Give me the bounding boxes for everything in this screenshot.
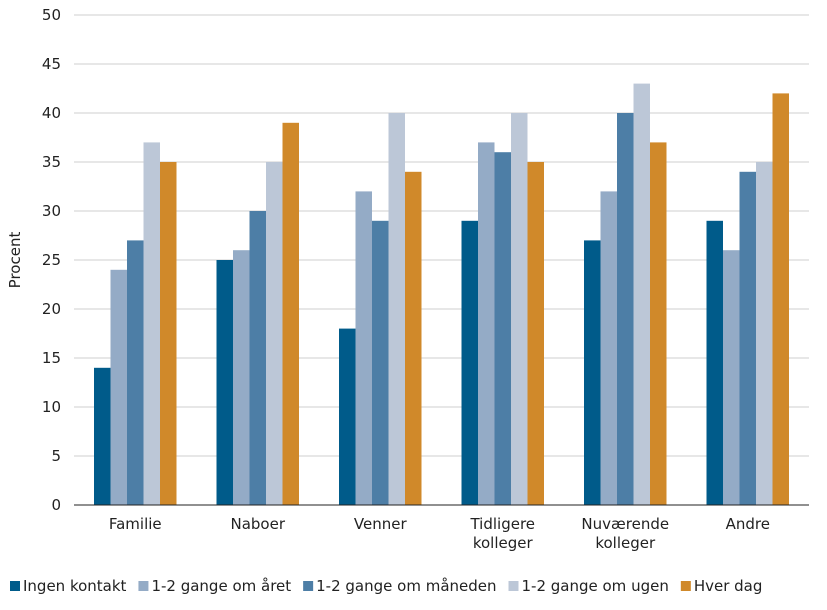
legend-swatch bbox=[10, 581, 20, 591]
y-axis-title: Procent bbox=[6, 232, 24, 289]
x-axis-categories: Familie Naboer Venner TidligerekollegerNuvæ… bbox=[109, 515, 770, 552]
bar bbox=[494, 152, 511, 505]
legend-swatch bbox=[680, 581, 691, 591]
bar bbox=[110, 269, 127, 505]
y-tick-label: 10 bbox=[42, 398, 61, 416]
bar bbox=[527, 162, 544, 505]
bar bbox=[339, 328, 356, 505]
bar bbox=[756, 162, 773, 505]
bar bbox=[600, 191, 617, 505]
y-tick-label: 35 bbox=[42, 153, 61, 171]
bar bbox=[160, 162, 177, 505]
bar bbox=[127, 240, 144, 505]
bars bbox=[94, 83, 789, 506]
bar bbox=[249, 211, 266, 505]
legend-label: Hver dag bbox=[694, 577, 763, 595]
legend-label: 1-2 gange om ugen bbox=[522, 577, 669, 595]
bar bbox=[739, 171, 756, 506]
x-category-label: Familie bbox=[109, 515, 162, 533]
legend-label: 1-2 gange om måneden bbox=[316, 577, 496, 595]
bar bbox=[355, 191, 372, 505]
legend-swatch bbox=[138, 581, 149, 591]
x-category-label: kolleger bbox=[473, 534, 534, 552]
bar bbox=[723, 250, 740, 505]
legend-label: Ingen kontakt bbox=[23, 577, 127, 595]
bar bbox=[143, 142, 160, 505]
x-category-label: Andre bbox=[726, 515, 770, 533]
y-tick-label: 25 bbox=[42, 251, 61, 269]
y-tick-label: 40 bbox=[42, 104, 61, 122]
x-category-label: Tidligere bbox=[469, 515, 535, 533]
gridlines bbox=[74, 14, 809, 457]
y-tick-label: 0 bbox=[51, 496, 61, 514]
bar bbox=[216, 260, 233, 505]
bar bbox=[772, 93, 789, 506]
x-category-label: Venner bbox=[354, 515, 408, 533]
bar bbox=[372, 220, 389, 506]
legend-label: 1-2 gange om året bbox=[151, 577, 291, 595]
y-tick-label: 50 bbox=[42, 6, 61, 24]
x-category-label: Nuværende bbox=[581, 515, 669, 533]
bar bbox=[461, 220, 478, 506]
legend-swatch bbox=[303, 581, 314, 591]
bar bbox=[650, 142, 667, 505]
y-tick-label: 20 bbox=[42, 300, 61, 318]
bar bbox=[266, 162, 283, 505]
bar bbox=[405, 171, 422, 506]
x-category-label: Naboer bbox=[230, 515, 285, 533]
legend: Ingen kontakt 1-2 gange om året 1-2 gange … bbox=[10, 577, 762, 595]
bar bbox=[617, 113, 634, 505]
legend-swatch bbox=[508, 581, 519, 591]
y-axis-ticks: 0 5 10 15 20 25 30 35 40 45 50 bbox=[42, 6, 61, 514]
y-tick-label: 15 bbox=[42, 349, 61, 367]
y-tick-label: 30 bbox=[42, 202, 61, 220]
bar bbox=[706, 220, 723, 506]
y-tick-label: 45 bbox=[42, 55, 61, 73]
y-tick-label: 5 bbox=[51, 447, 61, 465]
bar bbox=[511, 113, 528, 505]
bar bbox=[633, 83, 650, 505]
x-category-label: kolleger bbox=[595, 534, 656, 552]
bar bbox=[233, 250, 250, 505]
bar bbox=[388, 113, 405, 505]
bar bbox=[584, 240, 601, 505]
bar bbox=[282, 122, 299, 506]
bar bbox=[94, 367, 111, 505]
bar bbox=[478, 142, 495, 505]
